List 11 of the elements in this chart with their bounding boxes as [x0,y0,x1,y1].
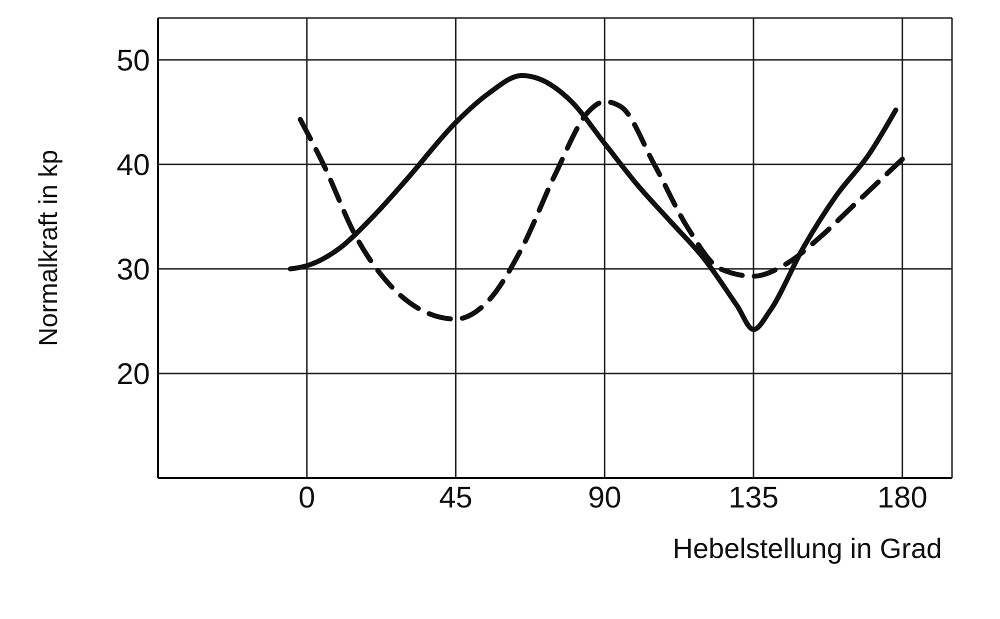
x-tick-label: 90 [588,481,622,514]
x-tick-label: 0 [298,481,316,514]
y-tick-label: 20 [116,358,150,392]
x-axis-title: Hebelstellung in Grad [672,533,942,564]
y-tick-label: 30 [116,254,150,287]
y-tick-label: 50 [116,44,150,78]
y-axis-title: Normalkraft in kp [33,150,64,346]
x-tick-label: 180 [877,481,928,514]
x-tick-label: 135 [728,481,779,514]
x-tick-label: 45 [439,481,472,514]
y-tick-label: 40 [116,149,150,182]
